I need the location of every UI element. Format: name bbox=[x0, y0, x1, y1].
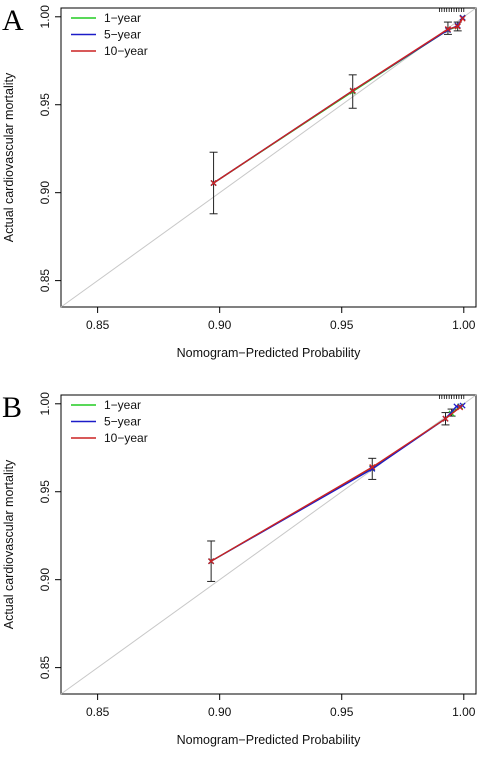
series-point bbox=[459, 15, 466, 22]
legend-label: 5−year bbox=[104, 415, 141, 429]
y-tick-label: 0.90 bbox=[38, 181, 52, 205]
x-tick-label: 0.85 bbox=[86, 705, 110, 719]
point-stroke bbox=[369, 465, 376, 472]
y-tick-label: 0.95 bbox=[38, 93, 52, 117]
x-tick-label: 0.95 bbox=[330, 318, 354, 332]
chart-svg-a: A 0.85 0.90 0.95 1.00 0.85 0.90 0.95 1.00 Nomogra… bbox=[2, 4, 477, 360]
x-tick-label: 1.00 bbox=[452, 318, 476, 332]
calibration-chart-b: B 0.85 0.90 0.95 1.00 0.85 0.90 0.95 1.00 Nomogra… bbox=[0, 387, 489, 773]
y-tick-label: 0.85 bbox=[38, 656, 52, 680]
x-tick-label: 1.00 bbox=[452, 705, 476, 719]
x-tick-label: 0.90 bbox=[208, 318, 232, 332]
x-axis-title: Nomogram−Predicted Probability bbox=[177, 346, 362, 360]
series-line-3 bbox=[213, 18, 464, 184]
y-tick-label: 0.95 bbox=[38, 480, 52, 504]
series-point bbox=[457, 404, 464, 411]
series-point bbox=[369, 465, 376, 472]
y-tick-label: 1.00 bbox=[38, 5, 52, 29]
x-tick-label: 0.95 bbox=[330, 705, 354, 719]
x-tick-label: 0.90 bbox=[208, 705, 232, 719]
calibration-chart-a: A 0.85 0.90 0.95 1.00 0.85 0.90 0.95 1.00 Nomogra… bbox=[0, 0, 489, 386]
legend-label: 5−year bbox=[104, 28, 141, 42]
point-stroke bbox=[442, 415, 449, 422]
chart-svg-b: B 0.85 0.90 0.95 1.00 0.85 0.90 0.95 1.00 Nomogra… bbox=[2, 391, 477, 747]
legend-label: 1−year bbox=[104, 11, 141, 25]
y-axis-title: Actual cardiovascular mortality bbox=[2, 72, 16, 242]
series-point bbox=[210, 179, 217, 187]
y-tick-label: 0.90 bbox=[38, 568, 52, 592]
series-line-2 bbox=[210, 404, 463, 562]
panel-label: A bbox=[2, 4, 24, 37]
series-point bbox=[349, 87, 356, 94]
series-point bbox=[208, 558, 215, 565]
point-stroke bbox=[444, 26, 451, 33]
panel-label: B bbox=[2, 391, 22, 424]
point-stroke bbox=[369, 464, 376, 471]
point-stroke bbox=[457, 404, 464, 411]
point-stroke bbox=[454, 23, 461, 30]
legend-label: 1−year bbox=[104, 398, 141, 412]
series-line-3 bbox=[210, 406, 461, 562]
x-axis-title: Nomogram−Predicted Probability bbox=[177, 733, 362, 747]
plot-frame bbox=[60, 7, 477, 308]
y-axis-title: Actual cardiovascular mortality bbox=[2, 459, 16, 629]
series-point bbox=[369, 464, 376, 471]
ideal-reference-line bbox=[60, 7, 477, 308]
y-tick-label: 0.85 bbox=[38, 269, 52, 293]
point-stroke bbox=[459, 15, 466, 22]
series-point bbox=[454, 23, 461, 30]
legend-label: 10−year bbox=[104, 431, 148, 445]
legend-label: 10−year bbox=[104, 44, 148, 58]
plot-frame bbox=[60, 394, 477, 695]
point-stroke bbox=[208, 558, 215, 565]
series-line-1 bbox=[210, 405, 461, 562]
point-stroke bbox=[349, 87, 356, 94]
series-point bbox=[444, 26, 451, 33]
y-tick-label: 1.00 bbox=[38, 392, 52, 416]
point-stroke bbox=[210, 179, 217, 187]
series-point bbox=[442, 415, 449, 422]
x-tick-label: 0.85 bbox=[86, 318, 110, 332]
